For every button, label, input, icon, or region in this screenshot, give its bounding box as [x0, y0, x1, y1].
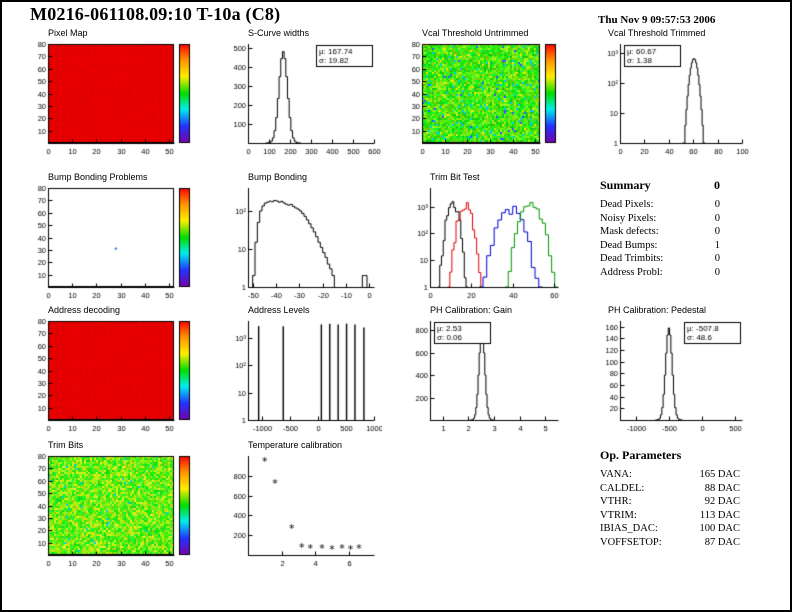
chart-title: Pixel Map: [48, 28, 88, 38]
chart-title: Address Levels: [248, 305, 310, 315]
summary-row: Dead Trimbits: 0: [600, 253, 720, 264]
op-parameter-row: VOFFSETOP: 87 DAC: [600, 536, 740, 548]
summary-row: Dead Pixels: 0: [600, 199, 720, 210]
panel-temperature-calibration: Temperature calibration: [224, 440, 382, 569]
chart-title: Trim Bit Test: [430, 172, 480, 182]
ph-pedestal-chart: [596, 316, 750, 434]
page-title: M0216-061108.09:10 T-10a (C8): [30, 4, 281, 24]
report-timestamp: Thu Nov 9 09:57:53 2006: [598, 14, 716, 26]
summary-row: Noisy Pixels: 0: [600, 212, 720, 224]
panel-bump-problems: Bump Bonding Problems: [28, 172, 200, 301]
op-parameter-row: VANA: 165 DAC: [600, 469, 740, 480]
op-parameter-row: IBIAS_DAC: 100 DAC: [600, 523, 740, 534]
panel-ph-gain: PH Calibration: Gain: [406, 305, 566, 434]
chart-title: Address decoding: [48, 305, 121, 315]
summary-panel: Summary 0 Dead Pixels: 0 Noisy Pixels: 0 M…: [600, 178, 744, 279]
summary-header: Summary 0: [600, 178, 744, 193]
summary-title: Summary: [600, 178, 651, 192]
panel-ph-pedestal: PH Calibration: Pedestal: [596, 305, 750, 434]
address-levels-chart: [224, 316, 382, 434]
scurve-widths-chart: [224, 39, 382, 157]
panel-scurve-widths: S-Curve widths: [224, 28, 382, 157]
pixel-map-chart: [28, 39, 200, 157]
summary-total: 0: [714, 178, 720, 192]
address-decoding-chart: [28, 316, 200, 434]
summary-row: Mask defects: 0: [600, 226, 720, 237]
summary-row: Address Probl: 0: [600, 266, 720, 278]
chart-title: PH Calibration: Pedestal: [608, 305, 707, 315]
panel-vcal-trimmed: Vcal Threshold Trimmed: [596, 28, 750, 157]
summary-row: Dead Bumps: 1: [600, 239, 720, 251]
bump-bonding-chart: [224, 183, 382, 301]
chart-title: Temperature calibration: [248, 440, 343, 450]
op-parameter-row: VTRIM: 113 DAC: [600, 509, 740, 521]
panel-bump-bonding: Bump Bonding: [224, 172, 382, 301]
op-parameter-row: CALDEL: 88 DAC: [600, 482, 740, 494]
vcal-untrimmed-chart: [402, 39, 566, 157]
op-parameters-header: Op. Parameters: [600, 448, 744, 463]
chart-title: Trim Bits: [48, 440, 84, 450]
trim-bit-test-chart: [406, 183, 566, 301]
trim-bits-chart: [28, 451, 200, 569]
panel-vcal-untrimmed: Vcal Threshold Untrimmed: [402, 28, 566, 157]
chart-title: Vcal Threshold Trimmed: [608, 28, 706, 38]
bump-problems-chart: [28, 183, 200, 301]
chart-title: Bump Bonding: [248, 172, 308, 182]
chart-title: Bump Bonding Problems: [48, 172, 148, 182]
chart-title: S-Curve widths: [248, 28, 310, 38]
op-parameters-panel: Op. Parameters VANA: 165 DAC CALDEL: 88 DA…: [600, 448, 744, 549]
chart-title: Vcal Threshold Untrimmed: [422, 28, 529, 38]
panel-trim-bits: Trim Bits: [28, 440, 200, 569]
temperature-calibration-chart: [224, 451, 382, 569]
ph-gain-chart: [406, 316, 566, 434]
chart-title: PH Calibration: Gain: [430, 305, 513, 315]
op-parameter-row: VTHR: 92 DAC: [600, 496, 740, 507]
panel-trim-bit-test: Trim Bit Test: [406, 172, 566, 301]
op-parameters-title: Op. Parameters: [600, 448, 682, 462]
panel-address-levels: Address Levels: [224, 305, 382, 434]
panel-address-decoding: Address decoding: [28, 305, 200, 434]
panel-pixel-map: Pixel Map: [28, 28, 200, 157]
vcal-trimmed-chart: [596, 39, 750, 157]
